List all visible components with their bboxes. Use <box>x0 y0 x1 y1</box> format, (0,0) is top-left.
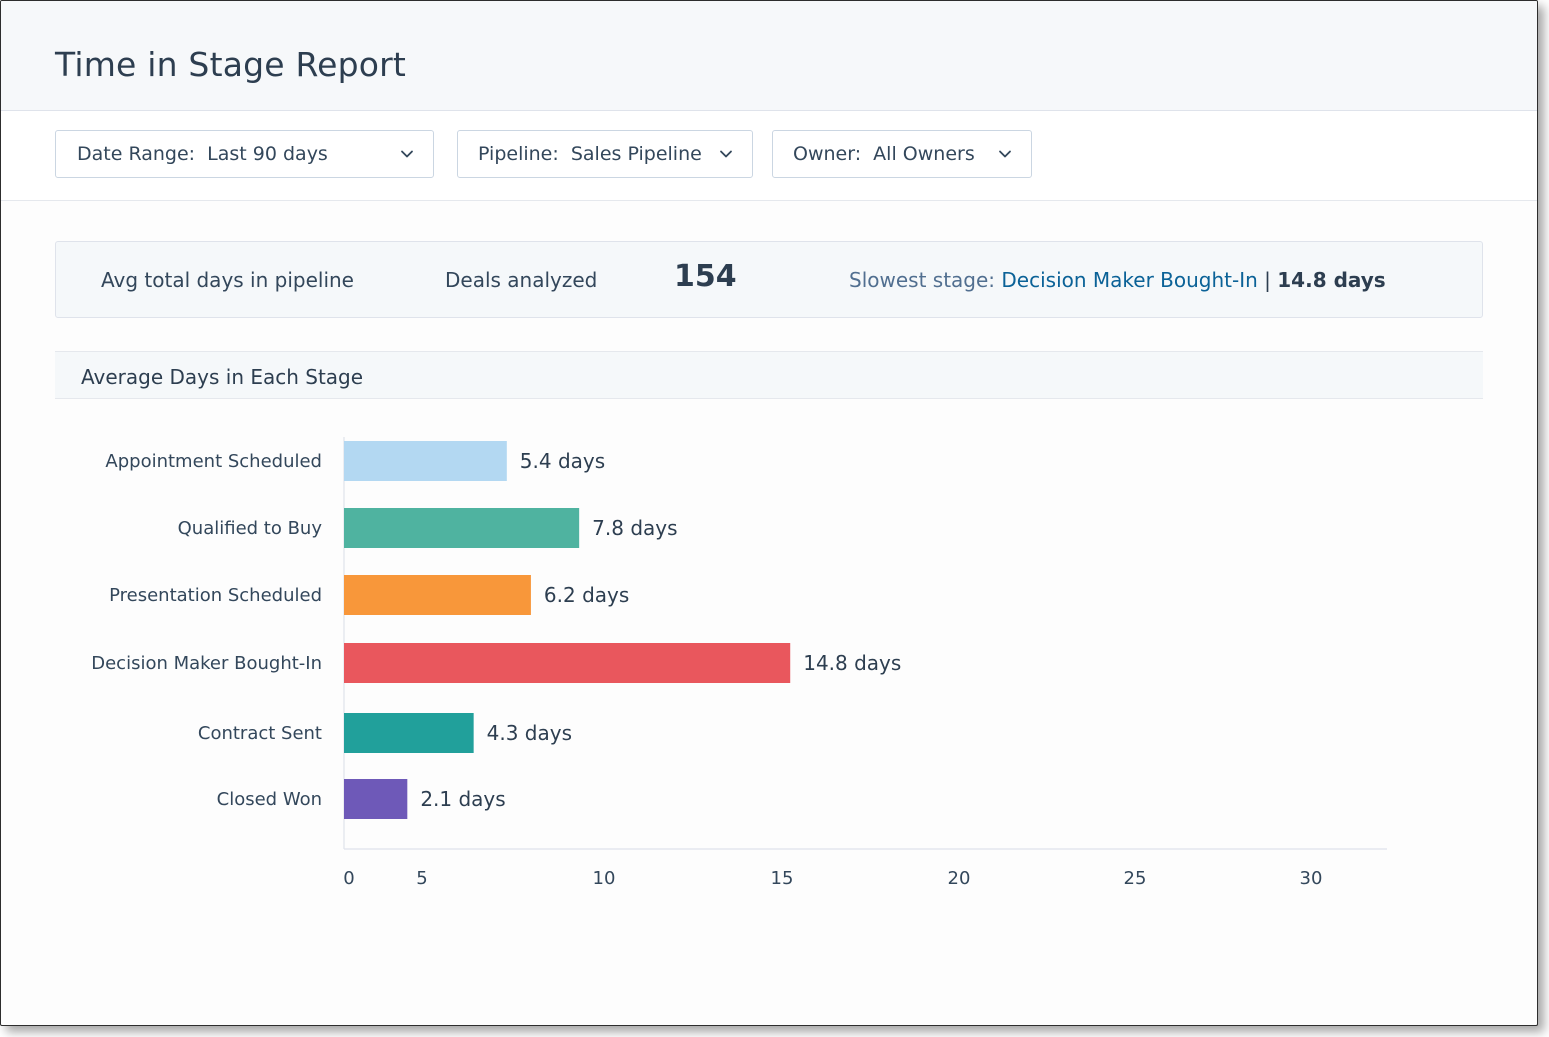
chevron-down-icon <box>999 150 1011 158</box>
slowest-stage-label: Slowest stage: <box>849 268 996 292</box>
filter-bar: Date Range: Last 90 days Pipeline: Sales… <box>1 111 1537 201</box>
deals-analyzed-label: Deals analyzed <box>445 268 598 292</box>
avg-total-days-label: Avg total days in pipeline <box>101 268 354 292</box>
data-label: 2.1 days <box>420 787 505 811</box>
category-label: Decision Maker Bought-In <box>91 653 322 674</box>
bar[interactable] <box>344 643 791 683</box>
slowest-stage-summary: Slowest stage: Decision Maker Bought-In … <box>849 268 1386 292</box>
chevron-down-icon <box>720 150 732 158</box>
owner-label: Owner: All Owners <box>793 143 975 165</box>
slowest-stage-separator: | <box>1264 268 1271 292</box>
owner-dropdown[interactable]: Owner: All Owners <box>772 130 1032 178</box>
page-title: Time in Stage Report <box>55 45 407 84</box>
x-tick-label: 20 <box>948 868 971 889</box>
bar[interactable] <box>344 713 474 753</box>
category-label: Closed Won <box>217 789 322 810</box>
category-label: Appointment Scheduled <box>105 451 322 472</box>
chart-section-header: Average Days in Each Stage <box>55 351 1483 399</box>
date-range-dropdown[interactable]: Date Range: Last 90 days <box>55 130 434 178</box>
data-label: 5.4 days <box>520 449 605 473</box>
slowest-stage-link[interactable]: Decision Maker Bought-In <box>1001 268 1258 292</box>
deals-analyzed-value: 154 <box>674 259 737 294</box>
x-tick-label: 0 <box>343 868 354 889</box>
chart-section-title: Average Days in Each Stage <box>81 365 364 389</box>
bar[interactable] <box>344 441 507 481</box>
data-label: 14.8 days <box>803 651 901 675</box>
pipeline-dropdown[interactable]: Pipeline: Sales Pipeline <box>457 130 753 178</box>
average-days-bar-chart: Appointment Scheduled 5.4 days Qualified t… <box>91 437 1387 889</box>
date-range-label: Date Range: Last 90 days <box>77 143 328 165</box>
page-header: Time in Stage Report <box>1 1 1537 111</box>
data-label: 6.2 days <box>544 583 629 607</box>
category-label: Qualified to Buy <box>178 518 323 539</box>
summary-stats-bar: Avg total days in pipeline Deals analyze… <box>55 241 1483 318</box>
x-tick-label: 5 <box>416 868 427 889</box>
slowest-stage-days: 14.8 days <box>1277 268 1386 292</box>
category-label: Contract Sent <box>198 723 322 744</box>
data-label: 4.3 days <box>487 721 572 745</box>
bar[interactable] <box>344 575 531 615</box>
bar[interactable] <box>344 779 408 819</box>
x-tick-label: 15 <box>771 868 794 889</box>
x-tick-label: 25 <box>1124 868 1147 889</box>
x-tick-label: 30 <box>1300 868 1323 889</box>
category-label: Presentation Scheduled <box>109 585 322 606</box>
pipeline-label: Pipeline: Sales Pipeline <box>478 143 702 165</box>
x-tick-label: 10 <box>593 868 616 889</box>
chevron-down-icon <box>401 150 413 158</box>
bar[interactable] <box>344 508 580 548</box>
data-label: 7.8 days <box>592 516 677 540</box>
